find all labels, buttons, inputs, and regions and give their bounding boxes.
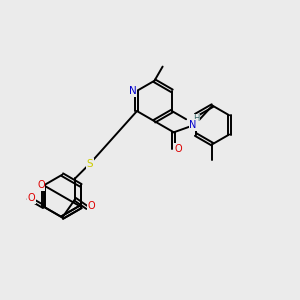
Text: O: O: [37, 180, 45, 190]
Text: O: O: [28, 193, 35, 203]
Text: O: O: [88, 201, 95, 211]
Text: N: N: [129, 86, 136, 96]
Text: N: N: [189, 120, 197, 130]
Text: H: H: [193, 114, 199, 123]
Text: S: S: [87, 158, 93, 169]
Text: O: O: [174, 144, 182, 154]
